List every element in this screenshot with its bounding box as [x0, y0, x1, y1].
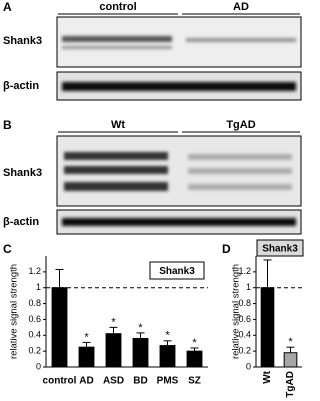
panel-letter: D	[222, 242, 231, 256]
bar	[78, 346, 95, 368]
panel-letter: A	[3, 0, 12, 14]
x-tick-label: ASD	[103, 376, 124, 387]
panel-letter: B	[3, 118, 12, 132]
row-label: β-actin	[3, 216, 39, 228]
label-box-text: Shank3	[159, 266, 195, 277]
x-tick-label: SZ	[188, 376, 201, 387]
y-tick-label: 0.6	[238, 314, 251, 324]
label-box-text: Shank3	[262, 244, 298, 255]
x-tick-label: PMS	[157, 376, 179, 387]
bar	[105, 333, 122, 368]
bar	[132, 337, 149, 368]
significance-mark: *	[111, 316, 116, 328]
y-tick-label: 0	[246, 361, 251, 371]
significance-mark: *	[165, 330, 170, 342]
figure: A control AD Shank3 β-actin B Wt TgAD Sh…	[3, 0, 304, 398]
significance-mark: *	[84, 331, 89, 343]
x-tick-label: BD	[133, 376, 147, 387]
group-label: control	[99, 1, 136, 13]
row-label: Shank3	[3, 35, 42, 47]
y-tick-label: 1	[246, 282, 251, 292]
label-box	[256, 239, 304, 257]
bar	[186, 350, 203, 368]
significance-mark: *	[288, 336, 293, 348]
x-tick-label: TgAD	[285, 371, 296, 398]
blot	[56, 135, 302, 207]
label-box	[149, 261, 205, 280]
bar	[260, 287, 275, 368]
significance-mark: *	[192, 337, 197, 349]
y-tick-label: 0.2	[28, 346, 41, 356]
y-tick-label: 0.8	[28, 298, 41, 308]
blot	[56, 71, 302, 101]
y-tick-label: 0.6	[28, 314, 41, 324]
row-label: β-actin	[3, 80, 39, 92]
row-label: Shank3	[3, 167, 42, 179]
y-axis-label: relative signal strength	[9, 264, 20, 359]
y-tick-label: 0.4	[28, 330, 41, 340]
y-tick-label: 0.8	[238, 298, 251, 308]
significance-mark: *	[138, 322, 143, 334]
group-label: Wt	[111, 119, 125, 131]
group-label: AD	[233, 1, 249, 13]
x-tick-label: control	[43, 376, 77, 387]
blot	[56, 16, 302, 68]
panel-letter: C	[3, 242, 12, 256]
group-label: TgAD	[226, 119, 255, 131]
x-tick-label: Wt	[262, 370, 273, 383]
blot	[56, 209, 302, 235]
y-tick-label: 0.2	[238, 346, 251, 356]
y-tick-label: 0.4	[238, 330, 251, 340]
y-tick-label: 1.2	[238, 266, 251, 276]
y-tick-label: 1	[36, 282, 41, 292]
y-axis-label: relative signal strength	[231, 264, 242, 359]
x-tick-label: AD	[79, 376, 93, 387]
y-tick-label: 1.2	[28, 266, 41, 276]
bar	[283, 352, 298, 368]
bar	[51, 287, 68, 368]
y-tick-label: 0	[36, 361, 41, 371]
bar	[159, 345, 176, 368]
